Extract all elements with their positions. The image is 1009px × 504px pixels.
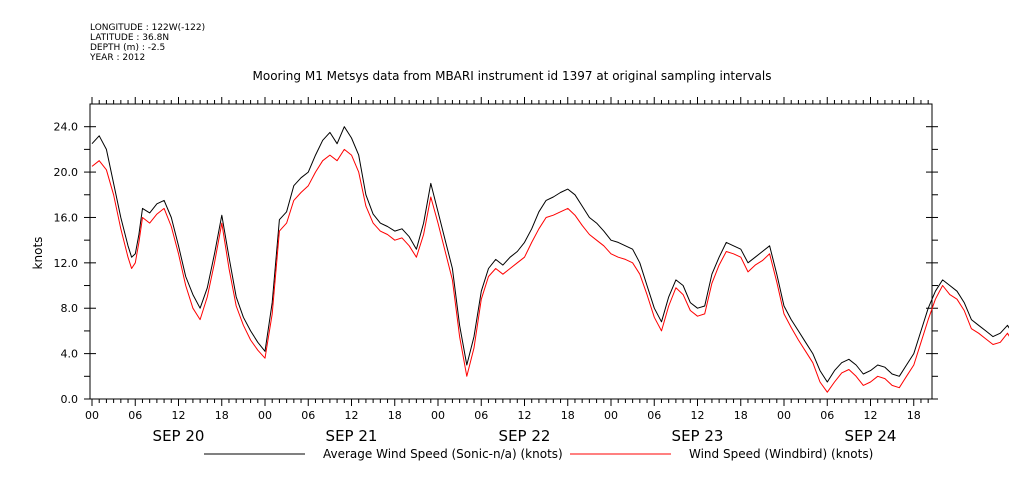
series-line-sonic [91, 126, 1009, 383]
x-tick-label: 18 [388, 409, 402, 422]
y-tick-label: 20.0 [54, 166, 79, 179]
day-label: SEP 21 [326, 427, 378, 445]
x-tick-label: 00 [431, 409, 445, 422]
y-tick-label: 0.0 [61, 393, 79, 406]
y-tick-label: 8.0 [61, 302, 79, 315]
x-tick-label: 12 [345, 409, 359, 422]
latitude-label: LATITUDE : 36.8N [90, 33, 169, 43]
x-tick-label: 06 [128, 409, 142, 422]
legend-label-windbird: Wind Speed (Windbird) (knots) [689, 447, 873, 461]
day-label: SEP 23 [672, 427, 724, 445]
year-label: YEAR : 2012 [89, 53, 145, 63]
longitude-label: LONGITUDE : 122W(-122) [90, 23, 205, 33]
x-tick-label: 00 [604, 409, 618, 422]
day-label: SEP 22 [499, 427, 551, 445]
x-tick-label: 00 [85, 409, 99, 422]
x-tick-label: 18 [734, 409, 748, 422]
series-lines [91, 126, 1009, 393]
x-tick-label: 00 [777, 409, 791, 422]
x-tick-label: 06 [820, 409, 834, 422]
chart-title: Mooring M1 Metsys data from MBARI instru… [253, 69, 772, 83]
x-tick-label: 12 [518, 409, 532, 422]
legend-label-sonic: Average Wind Speed (Sonic-n/a) (knots) [323, 447, 563, 461]
legend: Average Wind Speed (Sonic-n/a) (knots) W… [204, 447, 873, 461]
x-tick-label: 18 [907, 409, 921, 422]
plot-frame [89, 103, 933, 400]
x-tick-label: 06 [474, 409, 488, 422]
header-meta: LONGITUDE : 122W(-122) LATITUDE : 36.8N … [89, 23, 205, 63]
y-axis-label: knots [31, 237, 45, 270]
series-line-windbird [91, 148, 1009, 393]
y-tick-label: 24.0 [54, 121, 79, 134]
axis-ticks: 0.0 4.0 8.0 12.0 16.0 20.0 24.0 00 06 12 18 00 06 12 1… [54, 97, 938, 445]
day-label: SEP 20 [153, 427, 205, 445]
x-tick-label: 12 [691, 409, 705, 422]
day-label: SEP 24 [845, 427, 897, 445]
y-tick-label: 12.0 [54, 257, 79, 270]
y-tick-label: 4.0 [61, 348, 79, 361]
depth-label: DEPTH (m) : -2.5 [90, 43, 165, 53]
x-tick-label: 18 [561, 409, 575, 422]
x-tick-label: 06 [647, 409, 661, 422]
x-tick-label: 00 [258, 409, 272, 422]
x-tick-label: 18 [215, 409, 229, 422]
x-tick-label: 12 [864, 409, 878, 422]
y-tick-label: 16.0 [54, 211, 79, 224]
x-tick-label: 12 [172, 409, 186, 422]
x-tick-label: 06 [301, 409, 315, 422]
